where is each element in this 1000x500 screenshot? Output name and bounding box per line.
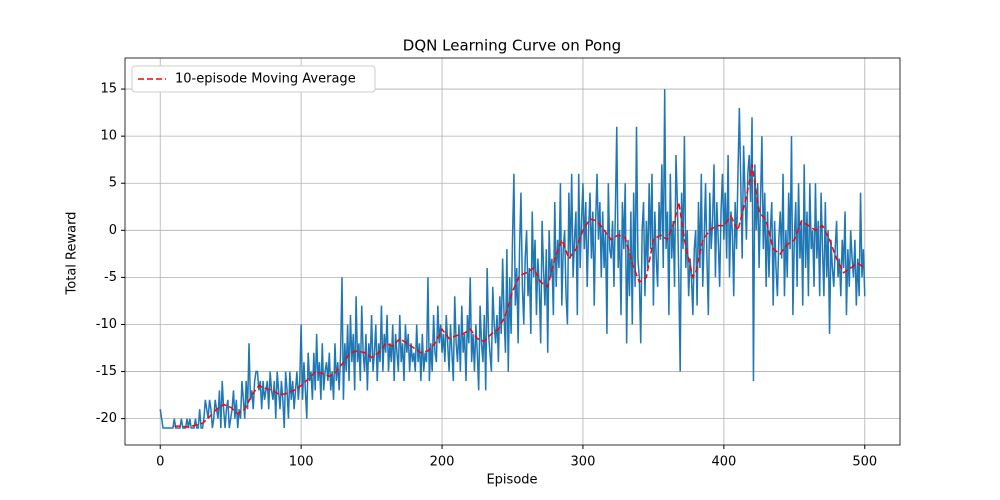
x-tick-label: 400 [711, 455, 736, 470]
chart-title: DQN Learning Curve on Pong [403, 37, 621, 55]
y-tick-label: -20 [96, 411, 117, 426]
y-tick-label: -10 [96, 317, 117, 332]
x-tick-label: 500 [852, 455, 877, 470]
x-axis-label: Episode [486, 473, 537, 488]
y-tick-label: -5 [104, 270, 117, 285]
series-line [159, 89, 866, 429]
y-tick-label: 5 [109, 176, 117, 191]
legend-label: 10-episode Moving Average [175, 72, 356, 87]
y-tick-label: 15 [100, 82, 117, 97]
y-tick-label: 0 [109, 223, 117, 238]
x-tick-label: 300 [571, 455, 596, 470]
y-axis-label: Total Reward [65, 212, 80, 296]
series-line [174, 164, 866, 428]
legend-box [131, 65, 376, 93]
x-tick-label: 100 [289, 455, 314, 470]
plot-frame [124, 57, 901, 446]
x-tick-label: 0 [156, 455, 164, 470]
y-tick-label: 10 [100, 129, 117, 144]
y-tick-label: -15 [96, 364, 117, 379]
x-tick-label: 200 [430, 455, 455, 470]
